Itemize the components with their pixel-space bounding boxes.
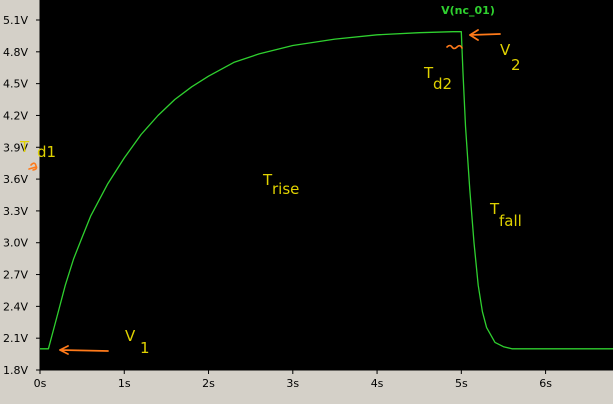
x-tick-label: 5s	[455, 377, 468, 390]
annotation-td1-main: T	[19, 138, 30, 156]
y-tick-label: 3.0V	[3, 237, 28, 250]
x-tick-label: 0s	[34, 377, 47, 390]
plot-area[interactable]	[40, 0, 613, 370]
y-tick-label: 3.6V	[3, 173, 28, 186]
x-tick-label: 6s	[539, 377, 552, 390]
legend-series-name[interactable]: V(nc_01)	[441, 4, 495, 17]
x-tick-label: 4s	[371, 377, 384, 390]
y-tick-label: 2.1V	[3, 332, 28, 345]
td2-marker	[446, 44, 463, 50]
x-tick-label: 2s	[202, 377, 215, 390]
series-layer	[40, 31, 613, 350]
annotations-layer: T d1 T rise T d2 T fall V 1 V 2	[19, 29, 522, 357]
y-axis-ticks: 5.1V 4.8V 4.5V 4.2V 3.9V 3.6V 3.3V 3.0V 2.7V 2.4V…	[3, 14, 40, 377]
y-tick-label: 3.9V	[3, 141, 28, 154]
series-line-v-nc-01-[interactable]	[40, 31, 613, 350]
y-tick-label: 5.1V	[3, 14, 28, 27]
annotation-v2-main: V	[500, 41, 511, 59]
y-tick-label: 2.4V	[3, 300, 28, 313]
y-tick-label: 4.8V	[3, 46, 28, 59]
annotation-tfall-sub: fall	[499, 212, 522, 230]
x-tick-label: 3s	[286, 377, 299, 390]
annotation-v1-main: V	[125, 327, 136, 345]
v1-arrow	[59, 345, 109, 355]
y-tick-label: 1.8V	[3, 364, 28, 377]
annotation-trise-main: T	[262, 171, 273, 189]
annotation-tfall-main: T	[489, 200, 500, 218]
y-tick-label: 4.2V	[3, 109, 28, 122]
y-tick-label: 2.7V	[3, 269, 28, 282]
annotation-v1-sub: 1	[140, 339, 150, 357]
y-tick-label: 4.5V	[3, 78, 28, 91]
annotation-v2-sub: 2	[511, 56, 521, 74]
annotation-td2-sub: d2	[433, 75, 452, 93]
y-tick-label: 3.3V	[3, 205, 28, 218]
x-tick-label: 1s	[118, 377, 131, 390]
td1-marker	[28, 162, 38, 171]
annotation-td2-main: T	[423, 64, 434, 82]
v2-arrow	[469, 29, 501, 41]
annotation-td1-sub: d1	[37, 143, 56, 161]
x-axis-ticks: 0s 1s 2s 3s 4s 5s 6s	[34, 370, 552, 390]
annotation-trise-sub: rise	[272, 180, 299, 198]
